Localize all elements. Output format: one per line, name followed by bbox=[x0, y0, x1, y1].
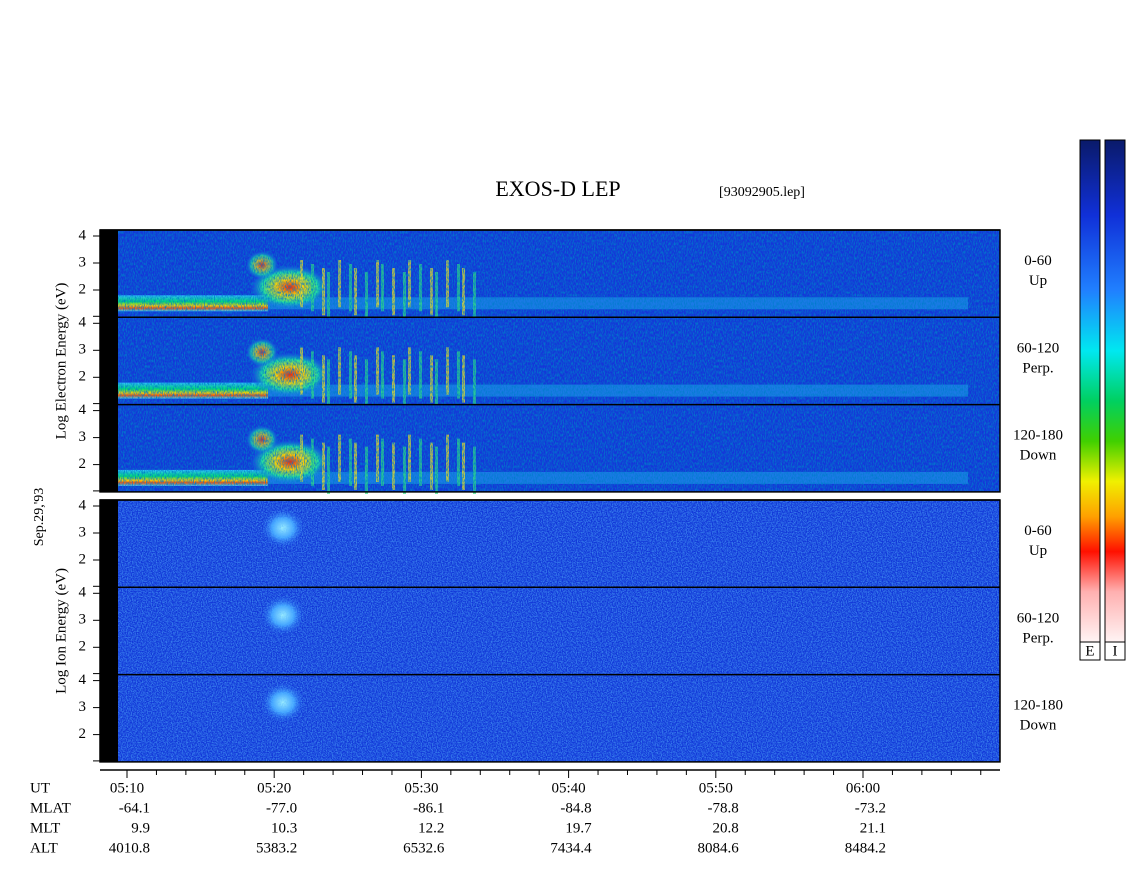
orbit-value: -64.1 bbox=[119, 800, 150, 816]
spectrogram bbox=[118, 587, 1000, 675]
channel-range: 120-180 bbox=[1013, 698, 1063, 714]
orbit-value: 21.1 bbox=[860, 820, 886, 836]
orbit-value: 5383.2 bbox=[256, 840, 297, 856]
chart-title: EXOS-D LEP bbox=[495, 176, 620, 201]
y-tick-label: 4 bbox=[79, 497, 87, 513]
orbit-value: 19.7 bbox=[565, 820, 592, 836]
speckle bbox=[118, 500, 1000, 588]
ut-label: 05:20 bbox=[257, 780, 291, 796]
row-label: MLAT bbox=[30, 800, 71, 816]
channel-direction: Perp. bbox=[1022, 630, 1053, 646]
ut-label: 06:00 bbox=[846, 780, 880, 796]
orbit-value: -78.8 bbox=[708, 800, 739, 816]
orbit-value: -86.1 bbox=[413, 800, 444, 816]
ut-label: 05:50 bbox=[699, 780, 733, 796]
orbit-value: 7434.4 bbox=[550, 840, 592, 856]
channel-direction: Up bbox=[1029, 543, 1047, 559]
orbit-value: 10.3 bbox=[271, 820, 297, 836]
date-label: Sep.29,'93 bbox=[32, 488, 47, 547]
colorbar-label: E bbox=[1085, 643, 1094, 659]
y-tick-label: 3 bbox=[79, 524, 87, 540]
y-tick-label: 4 bbox=[79, 227, 87, 243]
row-label: ALT bbox=[30, 840, 58, 856]
channel-direction: Down bbox=[1020, 448, 1057, 464]
y-axis-label: Log Electron Energy (eV) bbox=[53, 283, 69, 440]
spectrogram bbox=[118, 317, 1000, 407]
y-tick-label: 3 bbox=[79, 342, 87, 358]
y-tick-label: 3 bbox=[79, 429, 87, 445]
orbit-value: 8484.2 bbox=[845, 840, 886, 856]
colorbar-label-box bbox=[1079, 641, 1101, 661]
time-gap-strip bbox=[100, 500, 118, 762]
orbit-value: 8084.6 bbox=[698, 840, 740, 856]
channel-range: 0-60 bbox=[1024, 523, 1052, 539]
colorbar bbox=[1079, 139, 1101, 643]
y-axis-label: Log Ion Energy (eV) bbox=[53, 568, 69, 694]
y-tick-label: 3 bbox=[79, 612, 87, 628]
speckle bbox=[118, 230, 1000, 318]
y-tick-label: 2 bbox=[79, 551, 87, 567]
ut-label: 05:10 bbox=[110, 780, 144, 796]
speckle bbox=[118, 317, 1000, 405]
channel-direction: Up bbox=[1029, 273, 1047, 289]
y-tick-label: 4 bbox=[79, 585, 87, 601]
ut-label: 05:30 bbox=[404, 780, 438, 796]
spectrogram bbox=[118, 230, 1000, 320]
orbit-value: -77.0 bbox=[266, 800, 297, 816]
y-tick-label: 2 bbox=[79, 456, 87, 472]
y-tick-label: 2 bbox=[79, 726, 87, 742]
channel-direction: Perp. bbox=[1022, 360, 1053, 376]
row-label: UT bbox=[30, 780, 50, 796]
colorbar-label-box bbox=[1104, 641, 1126, 661]
y-tick-label: 2 bbox=[79, 369, 87, 385]
speckle bbox=[118, 674, 1000, 762]
channel-range: 60-120 bbox=[1017, 340, 1060, 356]
channel-direction: Down bbox=[1020, 718, 1057, 734]
spectrogram bbox=[118, 500, 1000, 588]
panel-frame bbox=[99, 499, 1001, 763]
channel-range: 60-120 bbox=[1017, 610, 1060, 626]
channel-range: 120-180 bbox=[1013, 428, 1063, 444]
file-name: [93092905.lep] bbox=[719, 185, 805, 200]
row-label: MLT bbox=[30, 820, 60, 836]
y-tick-label: 4 bbox=[79, 315, 87, 331]
orbit-value: -73.2 bbox=[855, 800, 886, 816]
spectrogram bbox=[118, 404, 1000, 494]
y-tick-label: 4 bbox=[79, 672, 87, 688]
orbit-value: 6532.6 bbox=[403, 840, 445, 856]
spectrogram bbox=[118, 674, 1000, 762]
time-gap-strip bbox=[100, 230, 118, 492]
y-tick-label: 2 bbox=[79, 639, 87, 655]
y-tick-label: 2 bbox=[79, 281, 87, 297]
channel-range: 0-60 bbox=[1024, 253, 1052, 269]
ut-label: 05:40 bbox=[552, 780, 586, 796]
orbit-value: 12.2 bbox=[418, 820, 444, 836]
orbit-value: -84.8 bbox=[560, 800, 591, 816]
speckle bbox=[118, 587, 1000, 675]
y-tick-label: 3 bbox=[79, 699, 87, 715]
panel-frame bbox=[99, 229, 1001, 493]
y-tick-label: 3 bbox=[79, 254, 87, 270]
orbit-value: 4010.8 bbox=[109, 840, 150, 856]
speckle bbox=[118, 404, 1000, 492]
y-tick-label: 4 bbox=[79, 402, 87, 418]
colorbar-label: I bbox=[1113, 643, 1118, 659]
orbit-value: 20.8 bbox=[713, 820, 739, 836]
colorbar bbox=[1104, 139, 1126, 643]
orbit-value: 9.9 bbox=[131, 820, 150, 836]
